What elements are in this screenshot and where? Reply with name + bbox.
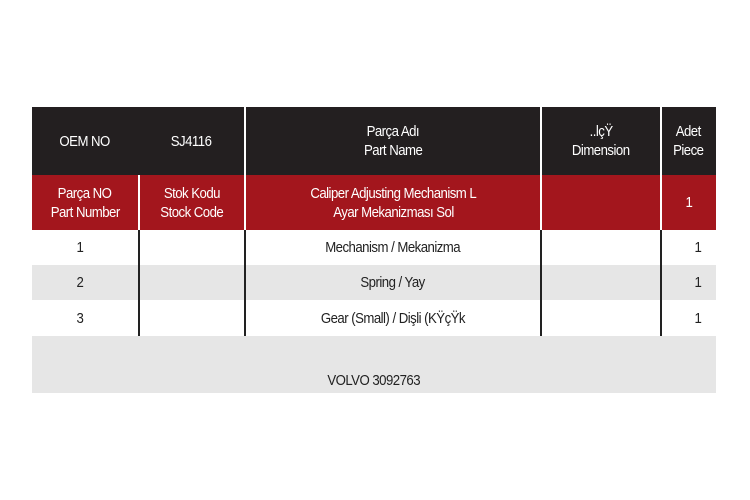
divider — [244, 230, 246, 336]
row-number-text: 2 — [76, 274, 83, 291]
row-piece: 1 — [670, 230, 725, 265]
row-number: 3 — [32, 300, 127, 336]
part-number-header: Parça NO Part Number — [32, 175, 138, 230]
assembly-piece-text: 1 — [685, 194, 692, 211]
row-name: Mechanism / Mekanizma — [245, 230, 541, 265]
part-name-header-tr: Parça Adı — [366, 123, 420, 140]
assembly-name-en: Caliper Adjusting Mechanism L — [310, 184, 476, 202]
table-row-bg — [32, 265, 716, 300]
assembly-dimension — [541, 175, 661, 230]
piece-header: Adet Piece — [661, 107, 716, 175]
oem-label-text: OEM NO — [59, 132, 111, 150]
row-piece: 1 — [670, 265, 725, 300]
dimension-header: ..lçŸ Dimension — [541, 107, 661, 175]
row-name-text: Gear (Small) / Dişli (KŸçŸk — [320, 309, 466, 327]
divider — [138, 175, 140, 230]
divider — [660, 107, 662, 230]
oem-value: SJ4116 — [138, 107, 245, 175]
assembly-piece: 1 — [661, 175, 716, 230]
row-name-text: Mechanism / Mekanizma — [325, 239, 461, 256]
row-number-text: 3 — [76, 309, 83, 327]
row-piece-text: 1 — [694, 274, 701, 291]
part-name-header: Parça Adı Part Name — [245, 107, 541, 175]
oem-value-text: SJ4116 — [171, 132, 212, 150]
stock-code-en: Stock Code — [160, 203, 223, 221]
divider — [540, 107, 542, 230]
row-piece: 1 — [670, 300, 725, 336]
row-piece-text: 1 — [694, 309, 701, 327]
row-number: 2 — [32, 265, 127, 300]
row-name: Spring / Yay — [245, 265, 541, 300]
divider — [244, 107, 246, 230]
divider — [540, 230, 542, 336]
part-name-header-en: Part Name — [363, 142, 423, 159]
part-number-en: Part Number — [50, 203, 120, 221]
assembly-name-tr: Ayar Mekanizması Sol — [332, 203, 454, 221]
row-name: Gear (Small) / Dişli (KŸçŸk — [245, 300, 541, 336]
part-number-tr: Parça NO — [58, 184, 112, 202]
row-number: 1 — [32, 230, 127, 265]
assembly-name: Caliper Adjusting Mechanism L Ayar Mekani… — [245, 175, 541, 230]
divider — [138, 230, 140, 336]
row-number-text: 1 — [76, 239, 83, 256]
piece-header-tr: Adet — [675, 123, 702, 140]
divider — [660, 230, 662, 336]
dimension-header-tr: ..lçŸ — [589, 123, 613, 140]
footer-reference-text: VOLVO 3092763 — [327, 372, 421, 389]
dimension-header-en: Dimension — [572, 142, 630, 159]
oem-label: OEM NO — [32, 107, 138, 175]
row-name-text: Spring / Yay — [360, 274, 426, 291]
row-piece-text: 1 — [694, 239, 701, 256]
stock-code-header: Stok Kodu Stock Code — [138, 175, 245, 230]
piece-header-en: Piece — [673, 142, 704, 159]
stock-code-tr: Stok Kodu — [163, 184, 220, 202]
footer-reference: VOLVO 3092763 — [32, 336, 716, 393]
